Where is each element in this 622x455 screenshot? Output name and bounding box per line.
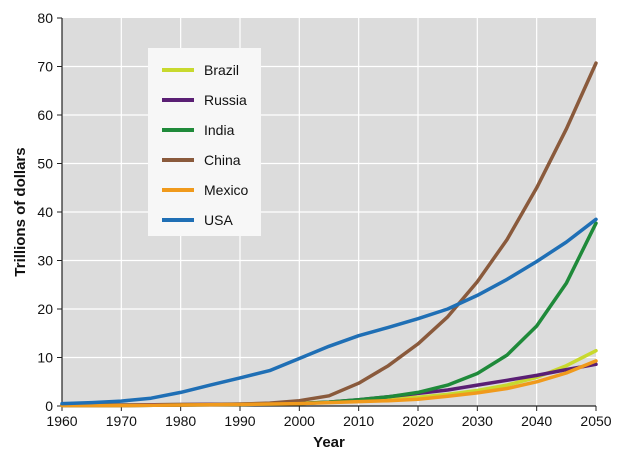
x-tick-label: 2000 [284,413,315,429]
axes: 1960 1970 1980 1990 2000 2010 2020 2030 2040 2050… [37,10,611,429]
x-tick-label: 1990 [224,413,255,429]
x-axis-title: Year [313,434,345,450]
x-tick-label: 1970 [106,413,137,429]
x-tick-label: 2020 [402,413,433,429]
y-tick-label: 40 [37,204,53,220]
y-tick-label: 70 [37,59,53,75]
legend-box [148,48,261,236]
x-tick-label: 1960 [46,413,77,429]
legend-label: Mexico [204,182,249,198]
series-lines [60,61,598,408]
series-line-usa [60,217,598,406]
y-tick-label: 10 [37,350,53,366]
legend: Brazil Russia India China Mexico USA [148,48,261,236]
legend-label: China [204,152,241,168]
y-axis-title: Trillions of dollars [12,147,29,276]
y-tick-label: 50 [37,156,53,172]
x-tick-label: 2050 [580,413,611,429]
legend-label: India [204,122,235,138]
legend-label: Russia [204,92,247,108]
x-tick-label: 2040 [521,413,552,429]
y-tick-label: 80 [37,10,53,26]
legend-label: USA [204,212,233,228]
y-tick-label: 30 [37,253,53,269]
y-tick-label: 0 [45,398,53,414]
y-tick-label: 60 [37,107,53,123]
x-tick-label: 1980 [165,413,196,429]
x-tick-label: 2010 [343,413,374,429]
x-tick-label: 2030 [462,413,493,429]
legend-label: Brazil [204,62,239,78]
series-line-mexico [60,359,598,408]
y-tick-label: 20 [37,301,53,317]
